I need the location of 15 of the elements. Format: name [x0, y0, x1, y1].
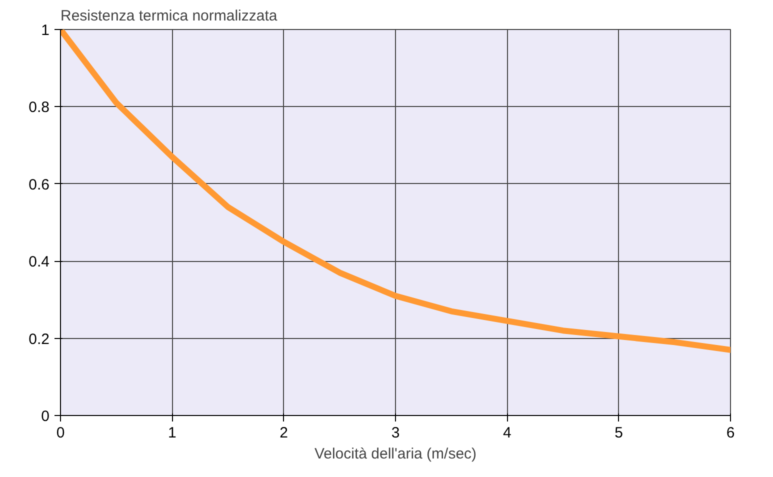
x-tick-label: 3 [391, 424, 400, 442]
y-axis-title: Resistenza termica normalizzata [60, 8, 278, 24]
x-tick-label: 0 [56, 424, 65, 442]
y-tick-label: 0 [41, 408, 50, 425]
x-tick-label: 5 [614, 424, 624, 442]
y-tick-label: 0.2 [28, 330, 50, 348]
x-axis-title: Velocità dell'aria (m/sec) [314, 446, 477, 462]
x-tick-label: 4 [502, 424, 512, 442]
y-tick-label: 0.8 [28, 99, 50, 116]
x-tick-label: 6 [726, 424, 735, 442]
y-tick-label: 0.4 [28, 254, 50, 271]
x-tick-label: 1 [168, 424, 176, 442]
y-tick-label: 1 [41, 22, 50, 39]
x-tick-label: 2 [280, 424, 288, 442]
y-tick-label: 0.6 [28, 176, 50, 194]
